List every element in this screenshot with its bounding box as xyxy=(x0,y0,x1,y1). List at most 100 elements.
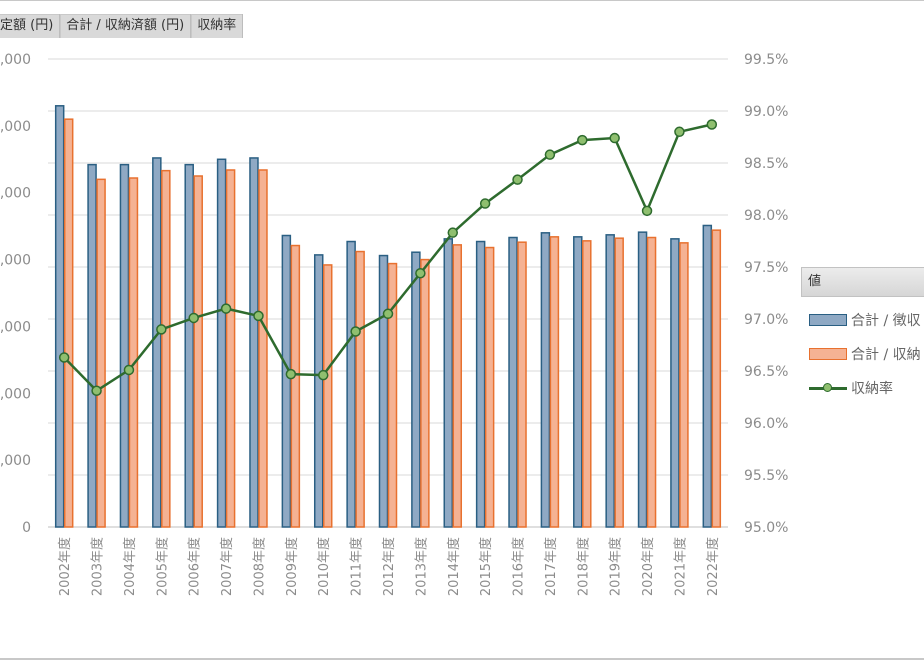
rate-marker xyxy=(91,385,102,397)
x-axis-category-label: 2015年度 xyxy=(478,537,494,596)
left-axis-tick-label: ,000 xyxy=(0,386,31,402)
x-axis-category-label: 2007年度 xyxy=(219,537,235,596)
bar-collected xyxy=(582,240,592,528)
right-axis-tick-label: 99.5% xyxy=(744,52,788,68)
right-axis-tick-label: 96.0% xyxy=(744,416,788,432)
legend-item-collected: 合計 / 収納 xyxy=(801,337,924,371)
bar-collected xyxy=(322,264,333,528)
bar-collection-due xyxy=(87,163,97,528)
right-axis-tick-label: 98.5% xyxy=(744,156,788,172)
rate-marker xyxy=(479,198,491,209)
rate-marker xyxy=(317,369,329,381)
bar-collected xyxy=(549,236,560,528)
rate-marker xyxy=(674,126,685,138)
bar-collected xyxy=(161,169,171,528)
field-button-collection-rate[interactable]: 収納率 xyxy=(191,14,244,38)
bar-collection-due xyxy=(249,157,259,528)
bar-series xyxy=(54,105,722,528)
bar-collected xyxy=(128,177,139,528)
x-axis-category-label: 2020年度 xyxy=(640,537,656,596)
bar-collected xyxy=(290,244,301,528)
axes: 0 ,000 ,000 ,000 ,000 ,000 ,000 ,000 95.0% 95.5% 9… xyxy=(0,52,788,596)
x-axis-category-label: 2022年度 xyxy=(705,537,721,596)
x-axis-category-label: 2009年度 xyxy=(284,537,300,596)
rate-marker xyxy=(285,368,297,380)
pivot-field-buttons: 定額 (円) 合計 / 収納済額 (円) 収納率 xyxy=(0,14,244,38)
bar-collected xyxy=(646,236,657,528)
bar-collected xyxy=(193,175,203,528)
x-axis-category-label: 2006年度 xyxy=(187,537,203,596)
x-axis-category-label: 2004年度 xyxy=(122,537,138,596)
bar-collected xyxy=(517,241,527,528)
legend: 値 合計 / 徴収 合計 / 収納 収納率 xyxy=(801,267,924,405)
right-axis-tick-label: 95.5% xyxy=(744,468,788,484)
right-axis-tick-label: 96.5% xyxy=(744,364,788,380)
right-axis-tick-label: 97.0% xyxy=(744,312,788,328)
bar-collection-due xyxy=(443,238,454,528)
x-axis-category-label: 2021年度 xyxy=(672,537,688,596)
rate-marker xyxy=(512,174,523,185)
bar-collected xyxy=(711,229,722,528)
legend-item-rate: 収納率 xyxy=(801,371,924,405)
left-axis-tick-label: ,000 xyxy=(0,319,31,335)
bar-collection-due xyxy=(281,234,292,528)
bar-collection-due xyxy=(637,231,648,528)
rate-marker xyxy=(253,310,264,322)
legend-item-collection-due: 合計 / 徴収 xyxy=(801,303,924,337)
bar-collected xyxy=(452,244,463,528)
rate-marker xyxy=(447,227,459,238)
legend-label: 合計 / 収納 xyxy=(851,347,921,363)
field-button-collected-total[interactable]: 合計 / 収納済額 (円) xyxy=(60,14,192,38)
x-axis-category-label: 2002年度 xyxy=(57,537,73,596)
bar-collection-due xyxy=(411,251,421,528)
x-axis-category-label: 2014年度 xyxy=(446,537,462,596)
x-axis-category-label: 2016年度 xyxy=(511,537,527,596)
left-axis-tick-label: ,000 xyxy=(0,253,31,269)
legend-swatch-bar1 xyxy=(809,314,847,326)
bar-collected xyxy=(679,242,689,528)
x-axis-category-label: 2012年度 xyxy=(381,537,397,596)
bar-collected xyxy=(63,118,74,528)
line-series xyxy=(58,119,718,397)
bar-collection-due xyxy=(573,236,583,528)
x-axis-category-label: 2013年度 xyxy=(413,537,429,596)
x-axis-category-label: 2017年度 xyxy=(543,537,559,596)
legend-label: 合計 / 徴収 xyxy=(851,313,921,329)
left-axis-tick-label: ,000 xyxy=(0,119,31,135)
field-button-amount[interactable]: 定額 (円) xyxy=(0,14,61,38)
left-axis-tick-label: 0 xyxy=(22,520,31,536)
bar-collected xyxy=(614,237,624,528)
x-axis-category-label: 2019年度 xyxy=(608,537,624,596)
rate-marker xyxy=(544,149,556,160)
bar-collection-due xyxy=(475,240,486,528)
bar-collected xyxy=(96,178,106,528)
bar-collection-due xyxy=(346,240,356,528)
bar-collection-due xyxy=(313,254,324,528)
bar-collected xyxy=(420,258,430,528)
legend-title[interactable]: 値 xyxy=(801,267,924,297)
x-axis-category-label: 2008年度 xyxy=(251,537,267,596)
rate-marker xyxy=(350,326,361,337)
rate-marker xyxy=(123,364,135,376)
rate-marker xyxy=(156,324,167,335)
left-axis-tick-label: ,000 xyxy=(0,186,31,202)
rate-marker xyxy=(415,267,426,279)
right-axis-tick-label: 95.0% xyxy=(744,520,788,536)
bar-collection-due xyxy=(119,163,130,528)
left-axis-tick-label: ,000 xyxy=(0,453,31,469)
bar-collection-due xyxy=(508,236,518,528)
bar-collected xyxy=(484,246,495,528)
bar-collection-due xyxy=(670,238,680,528)
bar-collection-due xyxy=(702,224,713,528)
rate-marker xyxy=(220,303,232,314)
legend-label: 収納率 xyxy=(851,381,893,397)
x-axis-category-label: 2003年度 xyxy=(90,537,106,596)
bar-collection-due xyxy=(152,157,162,528)
rate-marker xyxy=(577,134,588,146)
legend-swatch-bar2 xyxy=(809,348,847,360)
bar-collection-due xyxy=(605,234,615,528)
bar-collection-due xyxy=(378,254,389,528)
bar-collected xyxy=(355,250,365,528)
